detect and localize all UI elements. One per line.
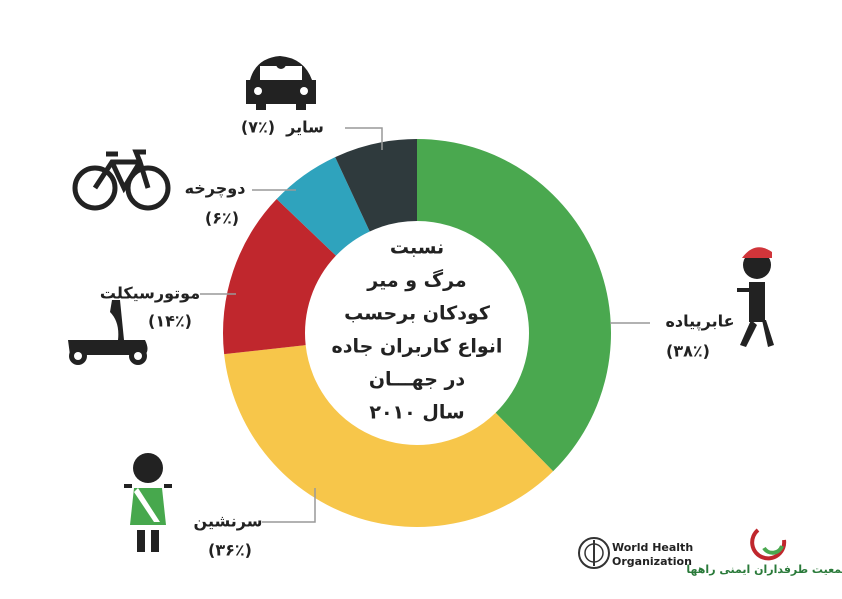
category-label: دوچرخه [185,179,246,199]
chart-title: در جهـــان [369,369,466,391]
chart-title: کودکان برحسب [344,303,491,325]
who-name: Organization [612,555,692,568]
bike-icon [72,149,171,211]
category-label: موتورسیکلت [100,284,200,303]
chart-title: انواع کاربران جاده [332,336,503,358]
society-name: جمعیت طرفداران ایمنی راهها [686,563,842,576]
category-label: سرنشین [194,512,263,531]
value-label: (٣۶٪) [208,541,252,560]
donut-segment [223,199,336,355]
pedestrian-icon [737,247,774,347]
society-emblem [750,528,787,561]
leader-line [345,127,383,150]
scooter-icon [68,300,148,365]
leader-line [262,488,316,523]
donut-segment [224,345,554,527]
value-label: (٣٨٪) [666,342,710,361]
chart-title: نسبت [390,237,444,259]
car-icon [246,56,316,110]
donut-segment [417,139,611,472]
value-label: (۶٪) [205,209,239,228]
value-label: (١۴٪) [148,312,192,331]
donut-segment [276,157,370,256]
chart-title: سال ۲۰۱۰ [369,402,464,424]
who-name: World Health [612,541,693,554]
value-label: (٧٪) [241,118,275,137]
child-icon [124,453,172,552]
donut-segment [335,139,417,232]
who-emblem [578,537,610,569]
chart-title: مرگ و میر [366,269,466,292]
category-label: عابرپیاده [665,312,734,332]
category-label: سایر [285,118,324,137]
